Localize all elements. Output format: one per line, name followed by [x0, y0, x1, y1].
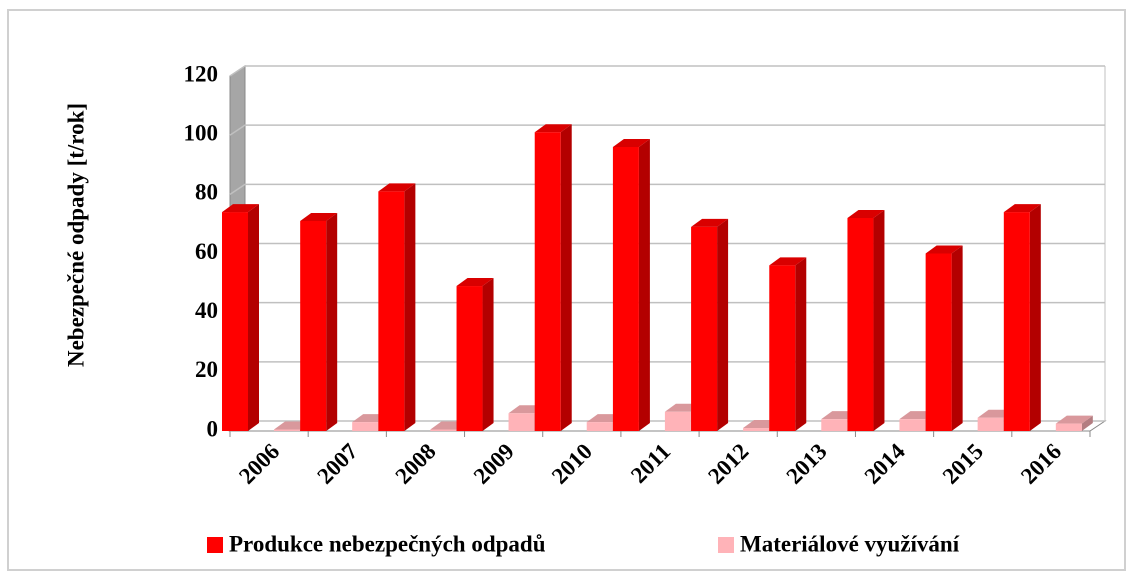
bar-side: [951, 245, 963, 431]
grid-line: [229, 183, 1105, 195]
bar-side: [248, 204, 259, 431]
bar: [899, 419, 926, 431]
bar-top: [1055, 415, 1093, 424]
bar: [430, 429, 457, 431]
bar: [664, 411, 691, 431]
bar-side: [326, 212, 338, 431]
bar: [691, 226, 718, 431]
bar: [925, 253, 952, 431]
bar-side: [1081, 415, 1093, 431]
bar-side: [404, 183, 416, 431]
bar: [378, 191, 405, 431]
bar: [612, 147, 639, 431]
legend-swatch: [207, 537, 223, 553]
grid-line: [229, 65, 1105, 77]
bar-side: [1029, 204, 1041, 431]
legend-label: Produkce nebezpečných odpadů: [229, 531, 546, 556]
bar-side: [873, 210, 885, 431]
bar-top: [300, 212, 338, 221]
y-tick-label: 80: [195, 180, 218, 205]
bar-side: [482, 278, 494, 431]
bar: [534, 132, 561, 432]
grid-line: [229, 124, 1105, 136]
bar: [274, 429, 300, 431]
bar: [508, 413, 535, 431]
bar: [821, 419, 848, 431]
bar-top: [534, 124, 572, 133]
y-tick-label: 40: [195, 298, 218, 323]
bar-top: [222, 204, 259, 213]
bar-side: [795, 257, 807, 431]
y-tick-label: 20: [195, 357, 218, 382]
y-tick-label: 60: [195, 239, 218, 264]
bar-top: [456, 278, 494, 287]
bar-side: [717, 218, 729, 431]
bar: [847, 218, 874, 431]
bar-top: [1003, 204, 1041, 213]
bar: [300, 220, 327, 431]
bar: [769, 265, 796, 431]
bar: [1055, 423, 1082, 431]
y-tick-label: 0: [207, 416, 219, 441]
bar-side: [638, 139, 650, 431]
y-tick-label: 120: [184, 61, 219, 86]
bar: [586, 422, 613, 431]
bar-top: [378, 183, 416, 192]
bar-top: [925, 245, 963, 254]
bar: [352, 422, 379, 431]
bar: [222, 212, 248, 431]
legend-label: Materiálové využívání: [740, 531, 960, 556]
bar-top: [769, 257, 807, 266]
bar-top: [691, 218, 729, 227]
bar-top: [847, 210, 885, 218]
y-tick-label: 100: [184, 120, 219, 145]
bar-top: [612, 139, 650, 147]
y-axis-label: Nebezpečné odpady [t/rok]: [63, 103, 88, 367]
bar: [977, 417, 1004, 431]
bar-side: [560, 124, 572, 431]
bar: [456, 286, 483, 431]
bar: [1003, 212, 1030, 431]
bar: [743, 428, 770, 431]
legend-swatch: [718, 537, 734, 553]
